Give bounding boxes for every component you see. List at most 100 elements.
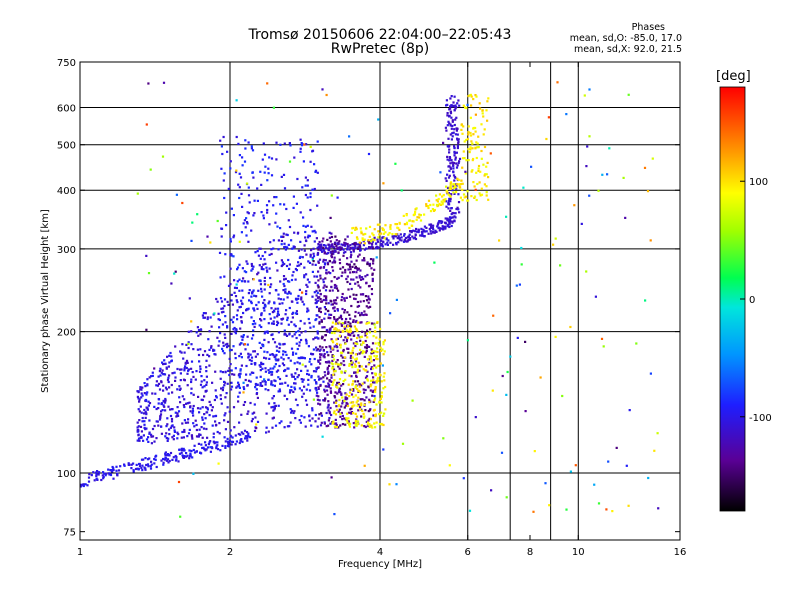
data-point	[328, 231, 331, 234]
data-point	[229, 434, 232, 437]
data-point	[341, 322, 344, 325]
data-point	[325, 295, 328, 298]
data-point	[185, 402, 188, 405]
data-point	[285, 233, 288, 236]
data-point	[193, 425, 196, 428]
data-point	[448, 464, 451, 467]
data-point	[461, 166, 464, 169]
data-point	[485, 185, 488, 188]
data-point	[457, 142, 460, 145]
data-point	[266, 82, 269, 85]
data-point	[223, 380, 226, 383]
data-point	[144, 468, 147, 471]
data-point	[453, 123, 456, 127]
data-point	[333, 332, 336, 335]
data-point	[275, 212, 278, 215]
data-point	[290, 389, 293, 392]
data-point	[325, 296, 328, 299]
data-point	[208, 414, 211, 417]
data-point	[448, 169, 451, 172]
data-point	[342, 380, 345, 383]
data-point	[270, 248, 273, 251]
data-point	[168, 428, 171, 431]
data-point	[343, 299, 346, 302]
data-point	[195, 450, 198, 453]
data-point	[245, 364, 248, 368]
data-point	[447, 120, 450, 123]
data-point	[423, 230, 426, 233]
data-point	[362, 368, 365, 371]
data-point	[166, 355, 169, 358]
data-point	[306, 179, 309, 182]
data-point	[244, 378, 247, 382]
data-point	[358, 274, 361, 277]
data-point	[247, 141, 250, 144]
data-point	[346, 275, 349, 278]
data-point	[485, 173, 488, 176]
data-point	[215, 445, 218, 448]
data-point	[366, 379, 369, 382]
data-point	[352, 422, 355, 425]
data-point	[473, 195, 477, 198]
data-point	[301, 356, 304, 360]
data-point	[341, 307, 344, 311]
data-point	[262, 345, 265, 348]
data-point	[150, 433, 153, 436]
data-point	[254, 355, 257, 358]
data-point	[377, 236, 380, 239]
data-point	[210, 346, 213, 349]
data-point	[574, 464, 577, 467]
data-point	[303, 416, 306, 419]
data-point	[358, 408, 362, 411]
data-point	[363, 310, 366, 313]
data-point	[334, 299, 337, 302]
data-point	[299, 262, 302, 265]
data-point	[146, 463, 150, 466]
data-point	[240, 356, 243, 359]
data-point	[477, 164, 481, 168]
data-point	[432, 209, 436, 212]
data-point	[123, 463, 126, 466]
data-point	[266, 351, 269, 354]
data-point	[319, 298, 322, 301]
data-point	[259, 280, 262, 283]
data-point	[382, 229, 385, 232]
data-point	[331, 422, 334, 425]
data-point	[359, 398, 362, 401]
data-point	[280, 243, 283, 246]
data-point	[316, 330, 319, 333]
data-point	[569, 325, 572, 329]
data-point	[164, 399, 167, 402]
data-point	[475, 156, 478, 160]
data-point	[431, 230, 435, 234]
data-point	[338, 404, 341, 407]
data-point	[318, 316, 321, 319]
data-point	[364, 275, 367, 278]
data-point	[187, 341, 190, 344]
data-point	[238, 376, 241, 379]
data-point	[267, 341, 270, 344]
data-point	[315, 294, 318, 297]
data-point	[396, 226, 399, 229]
data-point	[197, 435, 200, 438]
data-point	[312, 348, 315, 351]
data-point	[471, 142, 474, 145]
data-point	[346, 248, 349, 251]
data-point	[331, 261, 334, 264]
data-point	[362, 233, 365, 236]
data-point	[454, 216, 457, 219]
data-point	[163, 458, 166, 461]
data-point	[312, 252, 315, 255]
data-point	[284, 277, 287, 280]
data-point	[202, 427, 206, 430]
data-point	[247, 379, 251, 382]
data-point	[382, 387, 385, 390]
data-point	[190, 239, 193, 242]
data-point	[180, 368, 183, 371]
data-point	[366, 273, 369, 277]
data-point	[244, 435, 247, 438]
data-point	[270, 383, 273, 386]
data-point	[344, 271, 347, 274]
data-point	[274, 363, 277, 366]
data-point	[202, 312, 205, 315]
